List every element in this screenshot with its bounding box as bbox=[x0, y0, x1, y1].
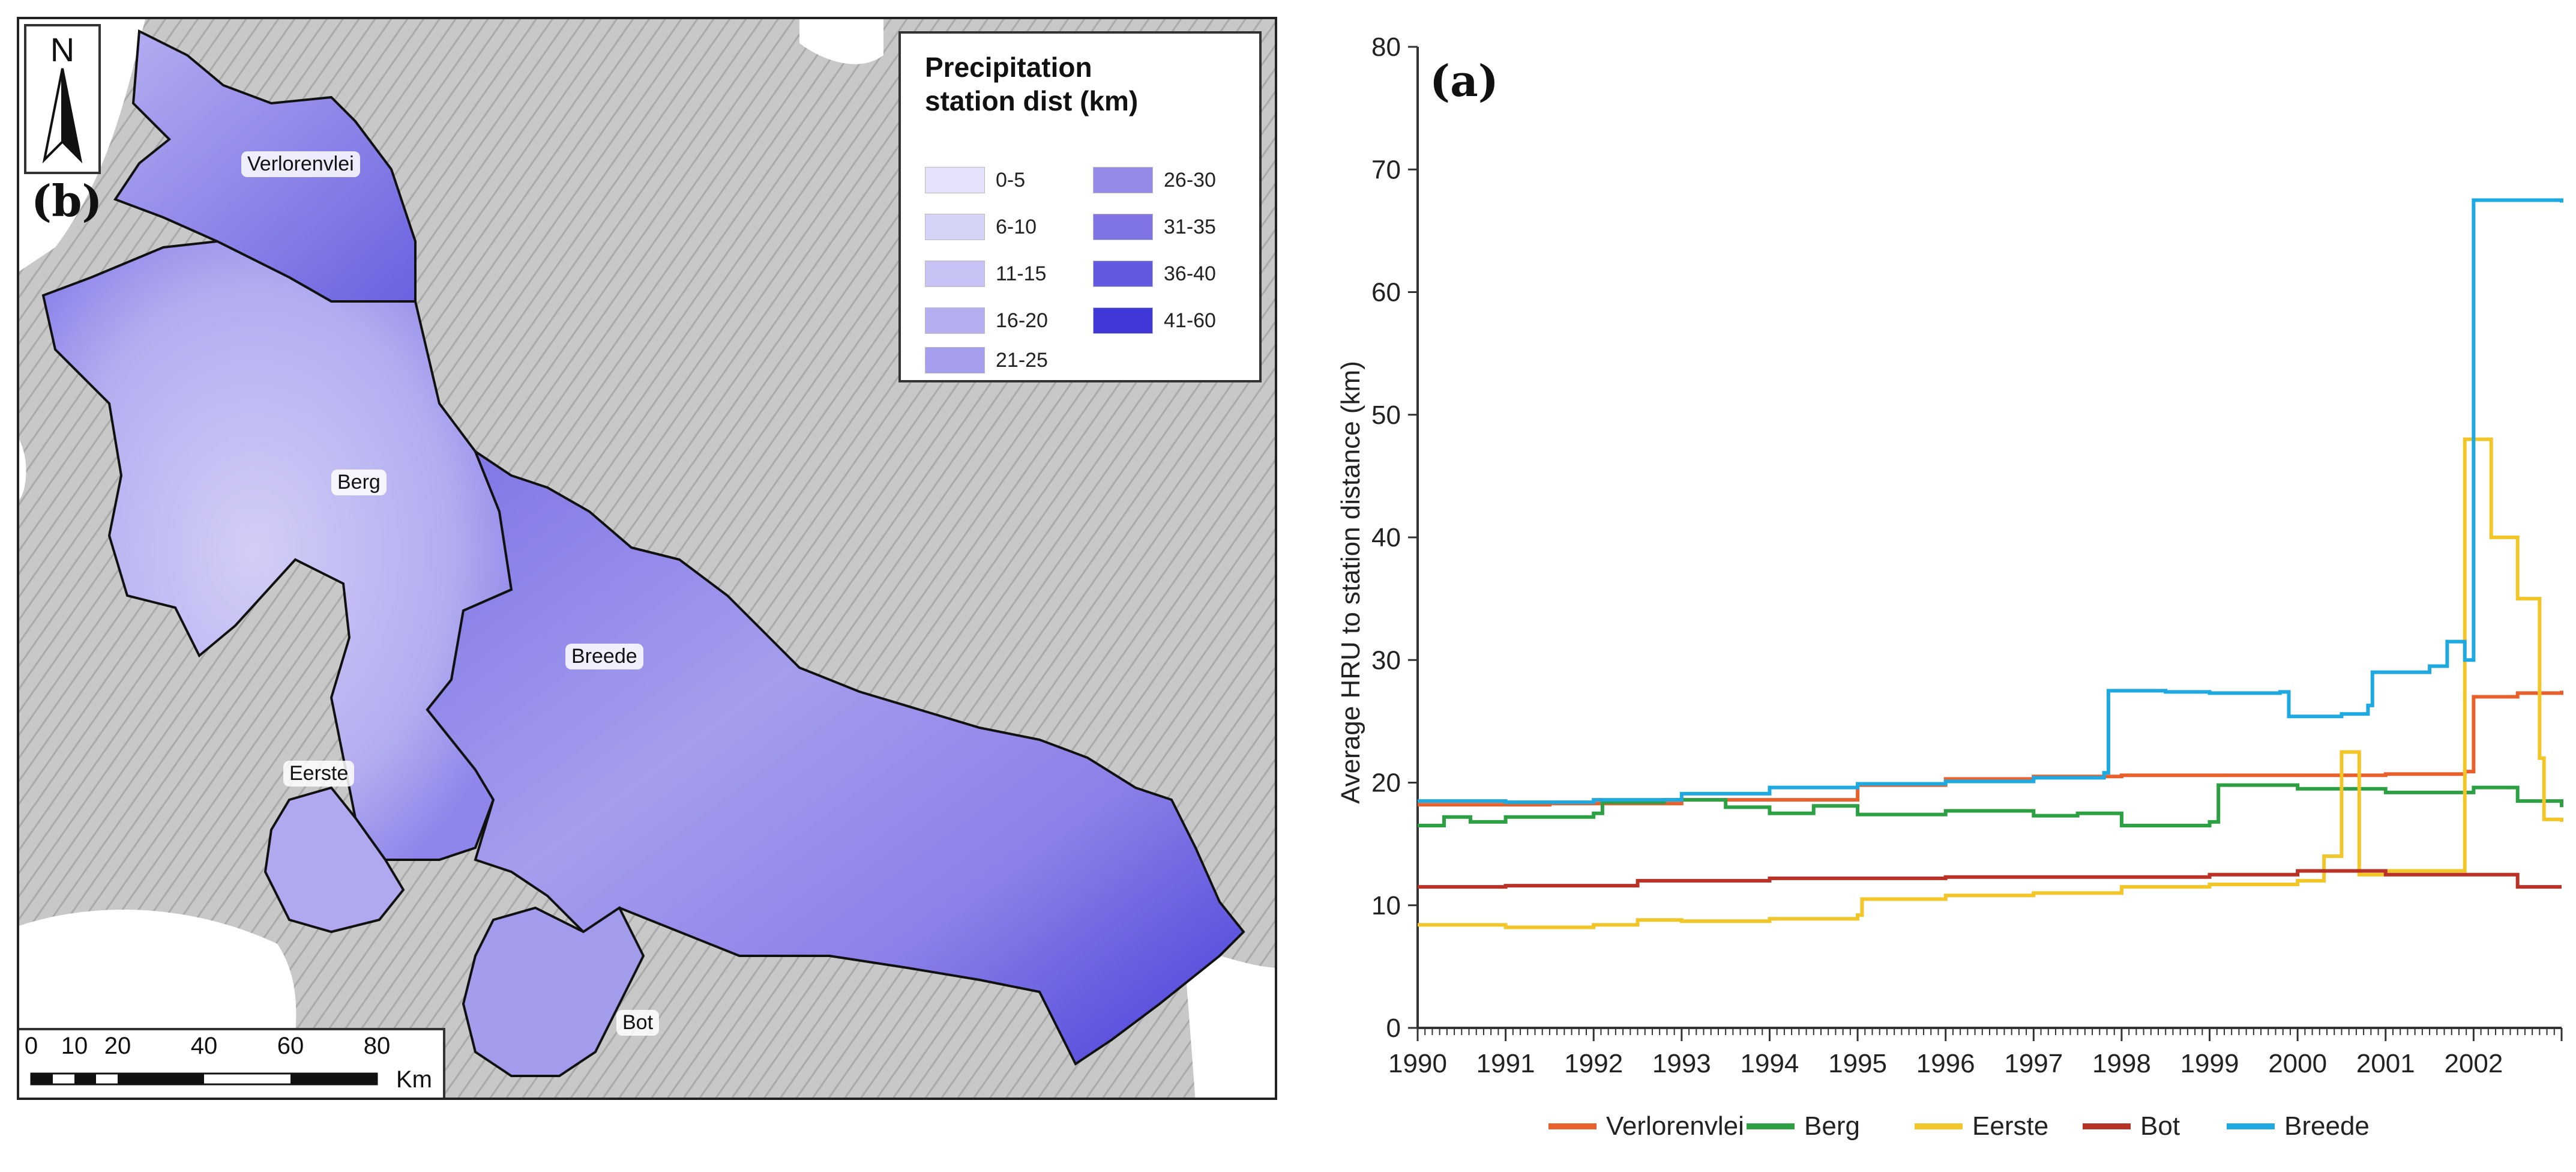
series-line-berg bbox=[1418, 783, 2563, 827]
north-label: N bbox=[50, 31, 75, 68]
legend-label: Verlorenvlei bbox=[1606, 1111, 1744, 1141]
legend-swatch bbox=[1093, 167, 1153, 193]
legend-item: 6-10 bbox=[925, 213, 1037, 241]
y-tick-label: 60 bbox=[1371, 278, 1401, 307]
chart-panel-letter: (a) bbox=[1430, 55, 1499, 106]
series-line-breede bbox=[1418, 198, 2563, 805]
legend-label: 21-25 bbox=[996, 348, 1048, 372]
legend-label: 41-60 bbox=[1164, 309, 1216, 332]
scale-tick-label: 0 bbox=[24, 1033, 38, 1059]
scale-bar-graphic bbox=[30, 1072, 378, 1086]
legend-item: 36-40 bbox=[1093, 259, 1216, 288]
series-line-bot bbox=[1418, 869, 2562, 889]
legend-label: 31-35 bbox=[1164, 215, 1216, 238]
legend-swatch bbox=[925, 307, 985, 334]
legend-item: 11-15 bbox=[925, 259, 1046, 288]
y-tick-label: 0 bbox=[1386, 1013, 1401, 1043]
scale-tick-label: 10 bbox=[61, 1033, 88, 1059]
y-tick-label: 20 bbox=[1371, 769, 1401, 798]
ocean-southeast bbox=[1184, 944, 1275, 1098]
legend-swatch bbox=[925, 261, 985, 287]
scale-tick-label: 20 bbox=[104, 1033, 131, 1059]
legend-label: 36-40 bbox=[1164, 262, 1216, 285]
x-tick-label: 1995 bbox=[1828, 1049, 1887, 1078]
legend-item: 26-30 bbox=[1093, 166, 1216, 195]
catchment-berg bbox=[41, 240, 513, 861]
scale-tick-label: 60 bbox=[277, 1033, 304, 1059]
catchment-eerste bbox=[263, 786, 405, 934]
scale-bar: 0 10 20 40 60 80 Km bbox=[19, 1028, 445, 1098]
x-tick-label: 1998 bbox=[2092, 1049, 2151, 1078]
chart-series bbox=[1418, 198, 2563, 929]
y-tick-label: 40 bbox=[1371, 523, 1401, 552]
label-eerste: Eerste bbox=[283, 761, 355, 787]
x-tick-label: 1999 bbox=[2180, 1049, 2239, 1078]
legend-label: Bot bbox=[2140, 1111, 2180, 1141]
y-tick-label: 30 bbox=[1371, 645, 1401, 675]
x-tick-label: 1993 bbox=[1652, 1049, 1711, 1078]
label-verlorenvlei: Verlorenvlei bbox=[241, 151, 360, 177]
x-tick-label: 1990 bbox=[1388, 1049, 1447, 1078]
map-panel: N (b) Verlorenvlei Berg Breede Eerste Bo… bbox=[17, 17, 1277, 1100]
legend-item: 0-5 bbox=[925, 166, 1025, 195]
scale-unit: Km bbox=[396, 1066, 432, 1093]
legend-item: 21-25 bbox=[925, 346, 1048, 375]
map-legend: Precipitation station dist (km) 0-5 6-10… bbox=[898, 31, 1262, 382]
x-tick-label: 1992 bbox=[1564, 1049, 1623, 1078]
label-berg: Berg bbox=[331, 470, 387, 495]
series-line-verlorenvlei bbox=[1418, 690, 2563, 807]
map-panel-letter: (b) bbox=[31, 175, 103, 226]
legend-item: 31-35 bbox=[1093, 213, 1216, 241]
legend-label: Berg bbox=[1804, 1111, 1860, 1141]
legend-label: 6-10 bbox=[996, 215, 1037, 238]
scale-tick-label: 40 bbox=[190, 1033, 218, 1059]
legend-label: Breede bbox=[2284, 1111, 2370, 1141]
y-tick-label: 50 bbox=[1371, 400, 1401, 430]
north-arrow: N bbox=[24, 24, 101, 174]
legend-item: 41-60 bbox=[1093, 306, 1216, 335]
catchment-bot bbox=[462, 906, 645, 1077]
legend-label: 0-5 bbox=[996, 168, 1026, 192]
scale-tick-label: 80 bbox=[363, 1033, 391, 1059]
legend-label: 11-15 bbox=[996, 262, 1047, 285]
legend-swatch bbox=[1093, 261, 1153, 287]
legend-title-line1: Precipitation bbox=[925, 52, 1092, 83]
legend-label: 26-30 bbox=[1164, 168, 1216, 192]
legend-swatch bbox=[1093, 214, 1153, 240]
legend-swatch bbox=[925, 167, 985, 193]
x-tick-label: 1996 bbox=[1916, 1049, 1975, 1078]
y-tick-label: 10 bbox=[1371, 891, 1401, 920]
line-chart: 0 10 20 30 40 50 60 70 80 1990 1991 1992 1993 1994 199… bbox=[1336, 32, 2563, 1141]
catchment-breede bbox=[426, 448, 1245, 1066]
x-tick-label: 2000 bbox=[2268, 1049, 2327, 1078]
label-bot: Bot bbox=[616, 1010, 660, 1036]
north-arrow-icon bbox=[42, 68, 83, 164]
chart-axes: 0 10 20 30 40 50 60 70 80 1990 1991 1992 1993 1994 199… bbox=[1371, 32, 2563, 1078]
legend-item: 16-20 bbox=[925, 306, 1048, 335]
x-tick-label: 2002 bbox=[2444, 1049, 2503, 1078]
legend-label: Eerste bbox=[1972, 1111, 2048, 1141]
ocean-north bbox=[799, 19, 883, 64]
series-line-eerste bbox=[1418, 437, 2563, 929]
x-tick-label: 1997 bbox=[2004, 1049, 2063, 1078]
chart-legend: Verlorenvlei Berg Eerste Bot Breede bbox=[1548, 1111, 2370, 1141]
y-axis-label: Average HRU to station distance (km) bbox=[1336, 361, 1365, 804]
legend-label: 16-20 bbox=[996, 309, 1048, 332]
label-breede: Breede bbox=[565, 644, 643, 669]
legend-swatch bbox=[925, 347, 985, 373]
ocean-west bbox=[19, 440, 26, 500]
legend-title: Precipitation station dist (km) bbox=[925, 50, 1138, 118]
x-tick-label: 1991 bbox=[1476, 1049, 1535, 1078]
legend-title-line2: station dist (km) bbox=[925, 85, 1139, 116]
x-tick-label: 2001 bbox=[2356, 1049, 2415, 1078]
y-tick-label: 70 bbox=[1371, 155, 1401, 184]
x-tick-label: 1994 bbox=[1741, 1049, 1799, 1078]
legend-swatch bbox=[925, 214, 985, 240]
legend-swatch bbox=[1093, 307, 1153, 334]
y-tick-label: 80 bbox=[1371, 32, 1401, 62]
